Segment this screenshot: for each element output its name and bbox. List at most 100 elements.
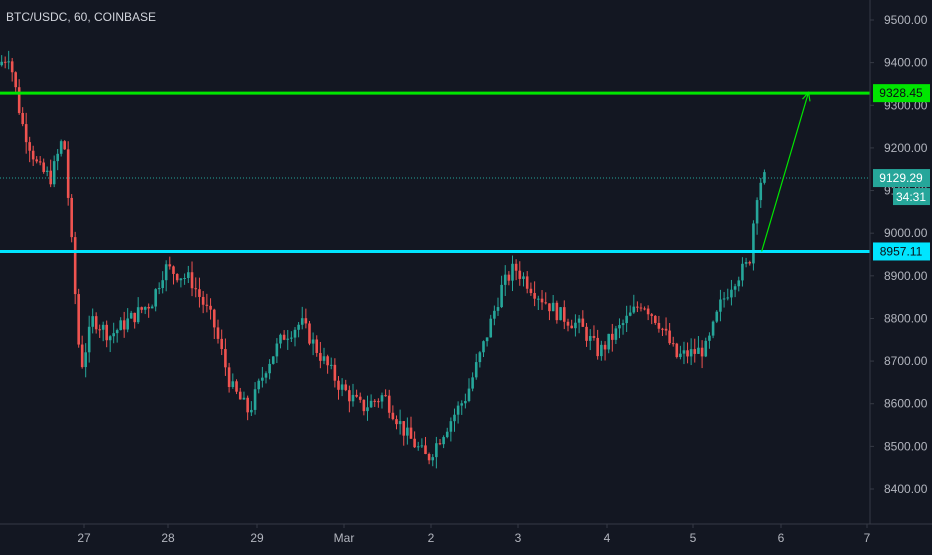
candle-body — [435, 443, 438, 458]
candle-body — [31, 150, 35, 160]
candle-body — [271, 356, 275, 364]
candle-body — [722, 298, 726, 300]
candle-body — [322, 356, 326, 361]
candle-body — [373, 400, 377, 402]
candle-body — [147, 307, 150, 309]
price-tick-label: 8900.00 — [884, 269, 928, 283]
candle-body — [456, 405, 460, 415]
candle-body — [362, 399, 366, 412]
time-tick-label: 4 — [604, 531, 611, 545]
candle-body — [387, 395, 391, 413]
candle-body — [503, 274, 507, 285]
candle-body — [700, 347, 704, 357]
candle-body — [98, 329, 101, 331]
candle-body — [664, 328, 668, 331]
candle-body — [164, 264, 168, 281]
candle-body — [279, 334, 282, 344]
candle-body — [227, 367, 231, 388]
time-tick-label: 27 — [77, 531, 91, 545]
candle-body — [380, 395, 384, 402]
candle-body — [369, 400, 373, 408]
candle-body — [286, 338, 290, 340]
candle-body — [548, 303, 551, 312]
chart-title: BTC/USDC, 60, COINBASE — [6, 10, 156, 24]
candle-body — [566, 321, 570, 326]
candle-body — [84, 352, 87, 368]
support-price-badge-label: 8957.11 — [880, 244, 923, 258]
candle-body — [333, 364, 337, 381]
candle-body — [329, 364, 333, 366]
time-tick-label: 7 — [864, 531, 871, 545]
candle-body — [63, 141, 66, 150]
candle-body — [453, 414, 456, 422]
price-tick-label: 8700.00 — [884, 354, 928, 368]
candle-body — [632, 306, 636, 313]
candle-body — [741, 263, 744, 281]
time-tick-label: Mar — [334, 531, 355, 545]
candle-body — [80, 344, 84, 368]
candle-body — [592, 336, 596, 338]
candle-body — [715, 311, 719, 322]
current-price-badge-label: 9129.29 — [879, 171, 923, 185]
candle-body — [348, 390, 351, 402]
time-tick-label: 28 — [161, 531, 175, 545]
candle-body — [577, 318, 581, 323]
current-price-badge — [873, 169, 930, 188]
candles-layer — [0, 50, 766, 469]
candle-body — [600, 344, 603, 357]
candle-body — [711, 321, 715, 336]
price-tick-label: 8600.00 — [884, 397, 928, 411]
time-axis[interactable]: 27 28 29 Mar 2 3 4 5 6 7 — [77, 524, 871, 545]
candle-body — [87, 326, 91, 353]
candle-body — [424, 445, 427, 454]
candle-body — [161, 280, 164, 289]
candle-body — [28, 142, 31, 151]
candle-body — [413, 438, 416, 448]
candle-body — [73, 237, 77, 295]
candle-body — [344, 384, 348, 391]
candle-body — [618, 325, 621, 329]
candle-body — [268, 363, 271, 374]
price-tick-label: 9000.00 — [884, 226, 928, 240]
candle-body — [17, 87, 21, 113]
candle-body — [220, 338, 223, 350]
candle-body — [340, 384, 344, 390]
candle-body — [628, 312, 632, 316]
candle-body — [250, 409, 253, 413]
candle-body — [143, 307, 147, 310]
candle-body — [300, 318, 304, 325]
candle-body — [201, 296, 205, 305]
time-tick-label: 3 — [515, 531, 522, 545]
candle-body — [42, 162, 45, 172]
candle-body — [522, 276, 525, 279]
candle-body — [719, 299, 722, 312]
candle-body — [559, 307, 562, 321]
candle-body — [216, 327, 220, 339]
candle-body — [52, 161, 56, 185]
candle-body — [119, 320, 122, 331]
candle-body — [603, 344, 607, 350]
candle-body — [209, 305, 212, 310]
candle-body — [122, 320, 126, 330]
candle-body — [391, 412, 395, 420]
candle-body — [533, 293, 536, 299]
candle-body — [540, 298, 544, 303]
candle-body — [179, 278, 183, 281]
candle-body — [646, 308, 650, 315]
candle-body — [752, 223, 755, 264]
candle-body — [438, 443, 442, 445]
candle-body — [574, 322, 577, 329]
candle-body — [264, 373, 268, 378]
candle-body — [3, 61, 7, 63]
candle-body — [596, 337, 599, 357]
candle-body — [293, 329, 297, 338]
candle-body — [21, 112, 24, 125]
candle-body — [748, 262, 752, 264]
candle-body — [406, 427, 409, 436]
candle-body — [355, 394, 358, 397]
candle-body — [7, 61, 10, 63]
candle-body — [643, 308, 646, 310]
candle-body — [478, 352, 482, 363]
